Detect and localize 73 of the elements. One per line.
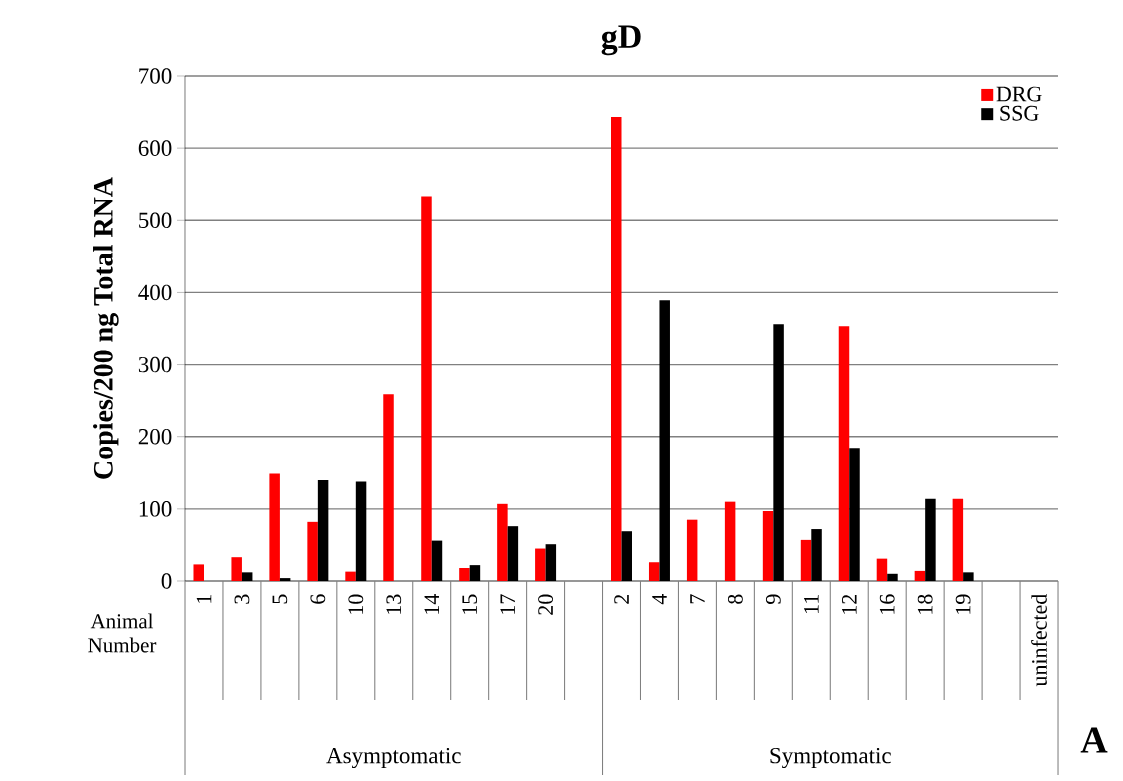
bar bbox=[345, 571, 356, 581]
x-tick-label: 3 bbox=[234, 594, 250, 604]
text: Symptomatic bbox=[770, 747, 891, 769]
bar bbox=[469, 565, 481, 581]
text: A bbox=[1080, 727, 1108, 753]
bar bbox=[773, 324, 784, 581]
x-tick-label: 2 bbox=[614, 594, 629, 604]
x-tick-label: 11 bbox=[804, 595, 819, 613]
chart-title: gD bbox=[601, 25, 641, 56]
x-tick-label: 8 bbox=[727, 594, 743, 604]
x-tick-label: 20 bbox=[538, 594, 554, 615]
y-tick-label: 400 bbox=[138, 284, 172, 301]
x-tick-label: 6 bbox=[310, 594, 326, 604]
y-tick-label: 300 bbox=[138, 356, 172, 373]
bar bbox=[507, 526, 519, 581]
x-tick-label: 1 bbox=[196, 595, 212, 603]
bar bbox=[241, 572, 253, 581]
bar bbox=[838, 326, 850, 581]
bar bbox=[876, 558, 888, 581]
x-tick-label: 14 bbox=[424, 594, 439, 614]
x-tick-label: 15 bbox=[462, 594, 478, 614]
text: Animal Number bbox=[88, 613, 157, 653]
bar bbox=[659, 300, 670, 581]
bar bbox=[621, 531, 632, 581]
bar bbox=[231, 557, 242, 581]
bar bbox=[724, 501, 736, 581]
bar bbox=[887, 573, 898, 581]
bar bbox=[952, 498, 964, 581]
x-tick-label: 7 bbox=[690, 594, 705, 604]
y-tick-label: 700 bbox=[139, 68, 172, 84]
bar bbox=[545, 544, 557, 581]
bar bbox=[535, 548, 546, 581]
bar bbox=[307, 521, 318, 581]
bar bbox=[963, 572, 974, 581]
bar bbox=[355, 481, 367, 581]
y-tick-label: 0 bbox=[161, 573, 172, 589]
bar bbox=[459, 568, 470, 581]
bar bbox=[279, 578, 291, 581]
y-axis-title: Copies/200 ng Total RNA bbox=[93, 177, 119, 479]
bar bbox=[914, 570, 926, 581]
bar bbox=[648, 562, 660, 581]
x-tick-label: 18 bbox=[917, 594, 933, 614]
x-tick-label: 5 bbox=[272, 594, 288, 604]
x-tick-label: 10 bbox=[348, 594, 364, 614]
y-tick-label: 600 bbox=[138, 140, 172, 156]
bar bbox=[686, 519, 698, 581]
x-tick-label: uninfected bbox=[1031, 593, 1047, 687]
x-tick-label: 16 bbox=[879, 594, 895, 614]
text: Asymptomatic bbox=[326, 747, 461, 769]
bar bbox=[317, 480, 329, 581]
x-tick-label: 19 bbox=[955, 594, 971, 614]
x-tick-label: 4 bbox=[652, 594, 667, 605]
bar bbox=[762, 511, 774, 581]
y-tick-label: 100 bbox=[139, 501, 172, 517]
bar bbox=[421, 196, 432, 581]
y-tick-label: 500 bbox=[139, 212, 172, 229]
legend-label: SSG bbox=[1000, 105, 1039, 121]
legend-label: DRG bbox=[996, 86, 1042, 102]
bar bbox=[811, 529, 822, 581]
bar bbox=[497, 503, 508, 581]
bar bbox=[611, 117, 622, 581]
bar bbox=[800, 539, 812, 581]
x-tick-label: 12 bbox=[841, 594, 857, 614]
bar bbox=[383, 394, 394, 581]
x-tick-label: 13 bbox=[386, 594, 402, 614]
x-tick-label: 9 bbox=[765, 594, 781, 604]
bar bbox=[193, 564, 204, 581]
y-tick-label: 200 bbox=[138, 428, 172, 445]
bar bbox=[431, 540, 443, 581]
bar bbox=[849, 448, 860, 581]
bar bbox=[269, 473, 280, 581]
bar bbox=[925, 498, 936, 581]
x-tick-label: 17 bbox=[500, 594, 515, 614]
